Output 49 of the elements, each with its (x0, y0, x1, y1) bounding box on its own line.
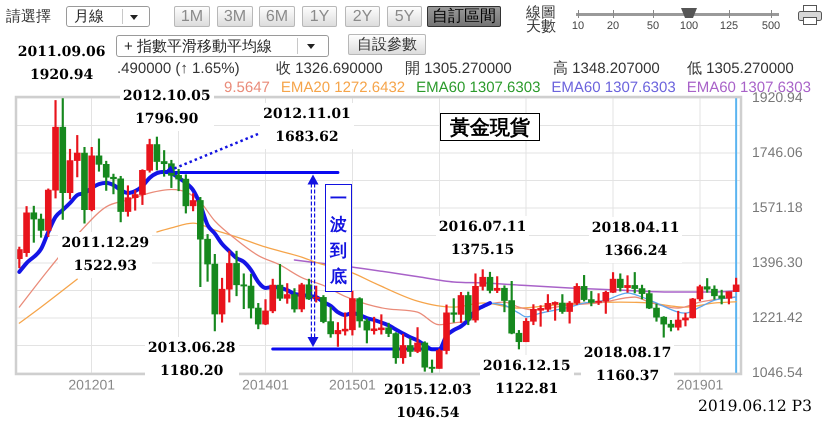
text: 請選擇 (6, 8, 51, 25)
dropdown-field: 月線 (66, 6, 150, 27)
annotation: 2012.11.01 1683.62 (260, 103, 354, 150)
y-tick-label: 1221.42 (752, 308, 803, 325)
annotation: 2018.04.11 1366.24 (588, 216, 682, 263)
text: 50 (646, 20, 660, 32)
x-tick-label: 201201 (68, 376, 116, 392)
selected-period-button: 自訂區間 (427, 6, 501, 27)
parameter-button: 自設參數 (348, 34, 426, 55)
y-tick-label: 1046.54 (752, 364, 803, 380)
x-tick-label: 201401 (242, 376, 290, 392)
text: 黃金現貨 (440, 113, 540, 141)
x-tick-label: 201901 (676, 376, 724, 392)
y-tick-label: 1571.18 (752, 198, 803, 215)
text: .490000 (↑ 1.65%) (117, 60, 240, 77)
text: EMA20 1272.6432 (280, 79, 406, 96)
period-button: 1M (174, 6, 210, 27)
period-button: 2Y (345, 6, 380, 27)
period-button: 6M (259, 6, 295, 27)
text: 開 1305.270000 (405, 60, 512, 77)
text: 收 1326.690000 (276, 60, 383, 77)
annotation: 2013.06.28 1180.20 (144, 337, 238, 384)
annotation: 2016.12.15 1122.81 (480, 354, 574, 400)
y-tick-label: 1396.30 (752, 254, 803, 270)
text: 低 1305.270000 (687, 60, 794, 77)
annotation: 2015.12.03 1046.54 (381, 378, 475, 424)
annotation: 2012.10.05 1796.90 (120, 84, 214, 130)
text: 100 (680, 20, 698, 32)
annotation: 2011.12.29 1522.93 (58, 232, 152, 278)
text: 高 1348.207000 (553, 60, 660, 77)
legend-label: EMA60 1307.6303 (416, 79, 540, 96)
annotation: 2011.09.06 1920.94 (14, 40, 108, 86)
text: 10 (572, 20, 584, 32)
y-tick-label: 1746.06 (752, 144, 803, 160)
annotation: 一波到底 (325, 184, 352, 292)
period-button: 3M (217, 6, 253, 27)
x-tick-label: 201501 (329, 376, 376, 392)
text: 線圖天數 (526, 4, 557, 35)
text: 2019.06.12 P3 (698, 397, 812, 415)
period-button: 5Y (387, 6, 422, 27)
text: 500 (762, 20, 780, 32)
text: 125 (720, 20, 738, 32)
annotation: 2018.08.17 1160.37 (580, 342, 674, 388)
period-button: 1Y (302, 6, 337, 27)
dropdown-field: + 指數平滑移動平均線 (116, 35, 329, 57)
annotation: 2016.07.11 1375.15 (436, 216, 530, 262)
text: 20 (606, 20, 620, 32)
text: 9.5647 (224, 79, 270, 96)
legend-label: EMA60 1307.6303 (551, 79, 676, 96)
